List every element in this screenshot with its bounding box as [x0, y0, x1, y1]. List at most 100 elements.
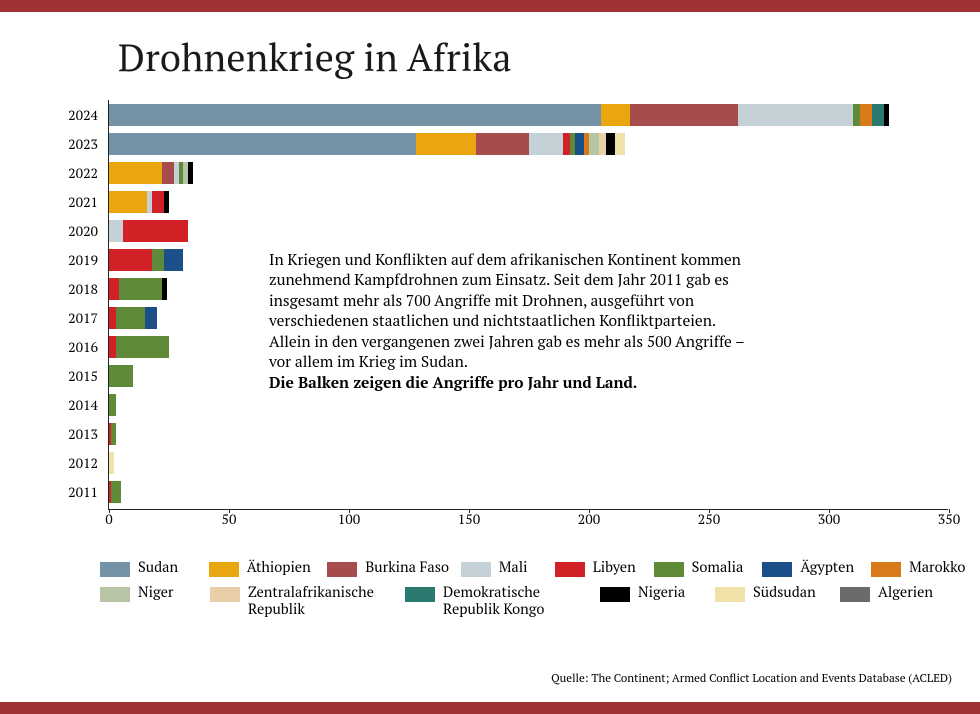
chart-container: 2024202320222021202020192018201720162015…	[30, 100, 950, 530]
year-label: 2017	[38, 309, 98, 328]
legend-item-suedsudan: Südsudan	[715, 585, 840, 602]
bar-segment-somalia	[109, 365, 133, 387]
legend-label: Südsudan	[753, 585, 816, 602]
year-label: 2019	[38, 251, 98, 270]
legend-item-aegypten: Ägypten	[762, 560, 871, 577]
content-area: Drohnenkrieg in Afrika 20242023202220212…	[0, 12, 980, 702]
bar-segment-somalia	[152, 249, 164, 271]
legend-swatch	[405, 587, 435, 602]
page-title: Drohnenkrieg in Afrika	[118, 32, 950, 82]
bar-row	[109, 249, 183, 271]
bar-segment-drk	[872, 104, 884, 126]
bar-segment-aegypten	[575, 133, 585, 155]
legend-item-burkina: Burkina Faso	[327, 560, 460, 577]
bar-segment-suedsudan	[109, 452, 114, 474]
xtick-label: 100	[338, 510, 360, 529]
bar-segment-libyen	[563, 133, 570, 155]
xtick-label: 0	[105, 510, 112, 529]
bar-row	[109, 278, 167, 300]
bar-segment-burkina	[162, 162, 174, 184]
xtick-label: 350	[938, 510, 960, 529]
bar-segment-aethiopien	[109, 162, 162, 184]
bar-segment-libyen	[109, 249, 152, 271]
bar-segment-zar	[599, 133, 606, 155]
year-label: 2016	[38, 338, 98, 357]
bar-segment-burkina	[476, 133, 529, 155]
year-label: 2012	[38, 454, 98, 473]
year-label: 2023	[38, 135, 98, 154]
legend-label: Burkina Faso	[365, 560, 449, 577]
legend-label: Marokko	[909, 560, 965, 577]
legend-item-aethiopien: Äthiopien	[209, 560, 328, 577]
year-label: 2020	[38, 222, 98, 241]
bar-segment-burkina	[630, 104, 738, 126]
xtick-label: 300	[818, 510, 840, 529]
legend-swatch	[871, 562, 901, 577]
year-label: 2013	[38, 425, 98, 444]
legend-swatch	[654, 562, 684, 577]
bar-segment-mali	[109, 220, 123, 242]
bar-segment-libyen	[109, 336, 116, 358]
bar-segment-nigeria	[884, 104, 889, 126]
bar-row	[109, 481, 121, 503]
bar-segment-mali	[529, 133, 563, 155]
bar-segment-sudan	[109, 133, 416, 155]
legend-label: Libyen	[593, 560, 636, 577]
legend-item-zar: ZentralafrikanischeRepublik	[210, 585, 405, 618]
bar-segment-mali	[738, 104, 853, 126]
bar-segment-somalia	[116, 336, 169, 358]
bar-segment-somalia	[111, 481, 121, 503]
plot-area: In Kriegen und Konflikten auf dem afrika…	[108, 100, 948, 510]
bar-segment-libyen	[152, 191, 164, 213]
legend-item-libyen: Libyen	[555, 560, 654, 577]
xtick-label: 50	[222, 510, 237, 529]
bar-row	[109, 162, 193, 184]
bar-segment-nigeria	[164, 191, 169, 213]
legend-swatch	[840, 587, 870, 602]
legend-swatch	[209, 562, 239, 577]
bar-segment-nigeria	[606, 133, 616, 155]
bar-row	[109, 104, 889, 126]
bar-segment-aethiopien	[416, 133, 476, 155]
bar-segment-suedsudan	[615, 133, 625, 155]
legend-item-somalia: Somalia	[654, 560, 763, 577]
year-label: 2015	[38, 367, 98, 386]
year-label: 2021	[38, 193, 98, 212]
legend: Sudan Äthiopien Burkina Faso Mali Libyen Soma…	[100, 560, 970, 618]
bar-segment-aegypten	[164, 249, 183, 271]
bar-segment-nigeria	[162, 278, 167, 300]
legend-swatch	[210, 587, 240, 602]
legend-item-mali: Mali	[461, 560, 555, 577]
bar-segment-libyen	[123, 220, 188, 242]
legend-label: Sudan	[138, 560, 178, 577]
legend-item-algerien: Algerien	[840, 585, 940, 602]
legend-item-sudan: Sudan	[100, 560, 209, 577]
legend-item-nigeria: Nigeria	[600, 585, 715, 602]
legend-swatch	[100, 562, 130, 577]
legend-swatch	[100, 587, 130, 602]
bottom-stripe	[0, 702, 980, 714]
description-text: In Kriegen und Konflikten auf dem afrika…	[269, 250, 769, 393]
bar-segment-aegypten	[145, 307, 157, 329]
xtick-label: 250	[698, 510, 720, 529]
bar-row	[109, 452, 114, 474]
legend-item-marokko: Marokko	[871, 560, 970, 577]
legend-row: Sudan Äthiopien Burkina Faso Mali Libyen Soma…	[100, 560, 970, 577]
bar-row	[109, 394, 116, 416]
legend-swatch	[762, 562, 792, 577]
bar-row	[109, 133, 625, 155]
bar-segment-libyen	[109, 307, 116, 329]
legend-item-drk: DemokratischeRepublik Kongo	[405, 585, 600, 618]
legend-label: Somalia	[692, 560, 744, 577]
legend-label: DemokratischeRepublik Kongo	[443, 585, 544, 618]
legend-swatch	[327, 562, 357, 577]
top-stripe	[0, 0, 980, 12]
legend-swatch	[461, 562, 491, 577]
bar-segment-somalia	[109, 394, 116, 416]
legend-label: Nigeria	[638, 585, 685, 602]
bar-row	[109, 365, 133, 387]
year-label: 2011	[38, 483, 98, 502]
bar-row	[109, 191, 169, 213]
bar-row	[109, 423, 116, 445]
xtick-label: 150	[458, 510, 480, 529]
